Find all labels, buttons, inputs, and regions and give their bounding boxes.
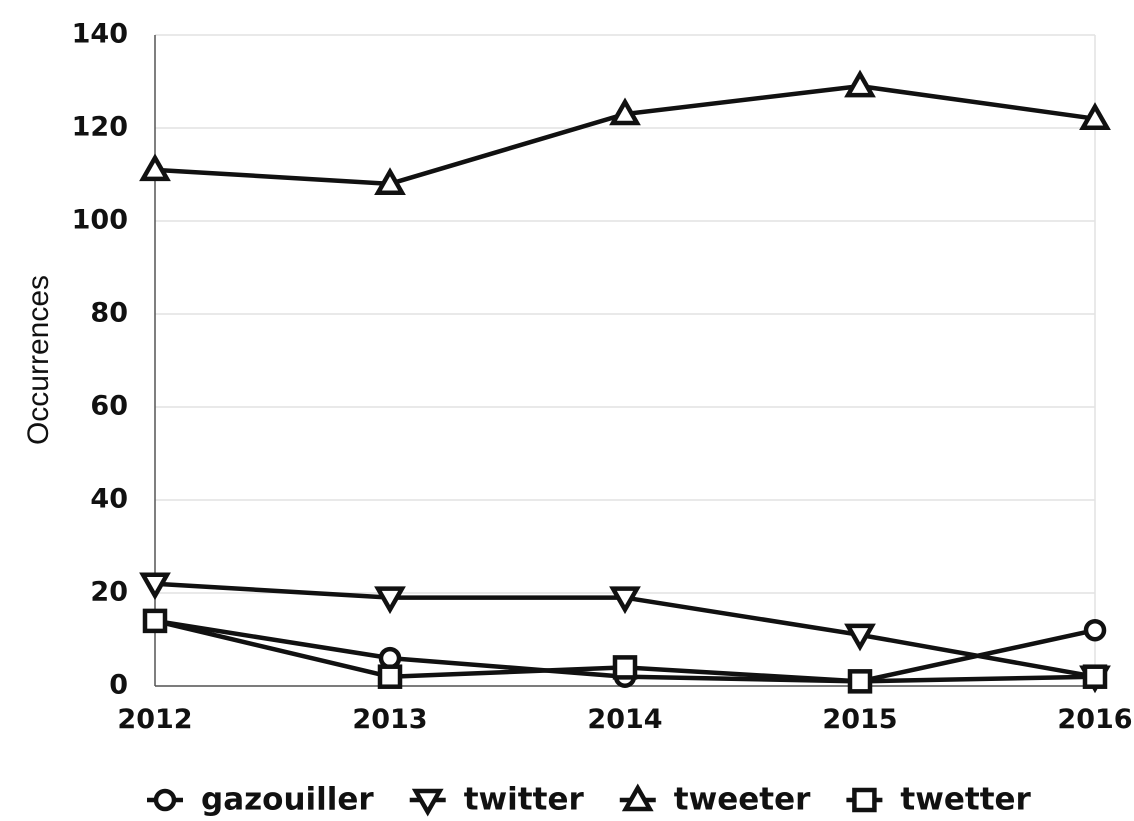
axis-layer: 0 20 40 60 80 100 120 140 2012 2013 2014 2015 2016: [72, 19, 1133, 736]
data-point-tweeter-2013: [374, 167, 406, 196]
data-point-gazouiller-2013: [378, 646, 402, 670]
y-tick-label: 80: [90, 298, 128, 329]
data-point-twetter-2016: [1082, 664, 1108, 689]
y-tick-label: 60: [90, 391, 128, 422]
legend: gazouiller twitter tweeter twetter: [147, 782, 1032, 818]
x-tick-label: 2015: [822, 704, 897, 735]
y-tick-label: 20: [90, 577, 128, 608]
data-point-twitter-2013: [374, 586, 406, 615]
legend-item-tweeter: tweeter: [619, 782, 811, 818]
data-point-tweeter-2012: [139, 153, 171, 182]
data-point-twetter-2014: [612, 655, 638, 680]
data-point-twitter-2014: [609, 586, 641, 615]
legend-item-gazouiller: gazouiller: [147, 782, 374, 818]
data-point-twetter-2013: [377, 664, 403, 689]
legend-item-twitter: twitter: [409, 782, 585, 818]
data-point-gazouiller-2016: [1083, 618, 1107, 642]
legend-marker-circle: [153, 788, 177, 812]
legend-label: gazouiller: [201, 782, 374, 818]
legend-label: twetter: [900, 782, 1031, 818]
data-point-twitter-2012: [139, 572, 171, 601]
y-tick-label: 0: [109, 670, 128, 701]
data-point-twetter-2012: [142, 608, 168, 634]
legend-marker-square: [852, 787, 877, 813]
x-tick-label: 2013: [352, 704, 427, 735]
series-twetter: [142, 608, 1108, 694]
legend-marker-triangle-down: [411, 788, 444, 817]
legend-marker-triangle-up: [621, 783, 654, 812]
legend-item-twetter: twetter: [846, 782, 1032, 818]
legend-label: twitter: [464, 782, 585, 818]
x-tick-label: 2016: [1057, 704, 1132, 735]
data-point-tweeter-2016: [1079, 102, 1111, 130]
data-point-twetter-2015: [847, 669, 873, 694]
x-tick-label: 2012: [117, 704, 192, 735]
y-tick-label: 120: [72, 112, 128, 143]
series-tweeter: [139, 69, 1111, 196]
data-point-tweeter-2014: [609, 97, 641, 126]
data-point-twitter-2015: [844, 623, 876, 652]
data-point-tweeter-2015: [844, 69, 876, 98]
y-tick-label: 100: [72, 205, 128, 236]
x-tick-label: 2014: [587, 704, 662, 735]
legend-label: tweeter: [674, 782, 811, 818]
y-tick-label: 40: [90, 484, 128, 515]
y-axis-label: Occurrences: [22, 275, 55, 445]
y-tick-label: 140: [72, 19, 128, 50]
series-layer: [139, 69, 1111, 694]
